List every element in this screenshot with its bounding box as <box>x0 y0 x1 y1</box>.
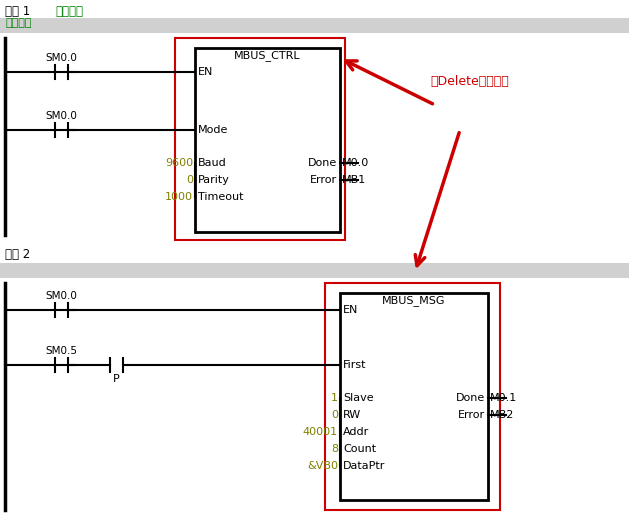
Text: 1: 1 <box>331 393 338 403</box>
Text: 0: 0 <box>186 175 193 185</box>
Text: Count: Count <box>343 444 376 454</box>
Text: 0: 0 <box>331 410 338 420</box>
Text: RW: RW <box>343 410 361 420</box>
Text: SM0.5: SM0.5 <box>45 346 77 356</box>
Text: 网络 2: 网络 2 <box>5 248 30 261</box>
Text: EN: EN <box>198 67 213 77</box>
Text: Parity: Parity <box>198 175 230 185</box>
Text: Slave: Slave <box>343 393 374 403</box>
Bar <box>175 38 345 240</box>
Text: Mode: Mode <box>198 125 228 135</box>
Text: DataPtr: DataPtr <box>343 461 386 471</box>
Text: M0.1: M0.1 <box>490 393 517 403</box>
Text: Addr: Addr <box>343 427 369 437</box>
Bar <box>340 293 488 500</box>
Text: P: P <box>113 374 120 384</box>
Text: MBUS_MSG: MBUS_MSG <box>382 295 446 306</box>
Text: First: First <box>343 360 367 370</box>
Text: MBUS_CTRL: MBUS_CTRL <box>234 50 301 61</box>
Text: SM0.0: SM0.0 <box>45 53 77 63</box>
Text: SM0.0: SM0.0 <box>45 291 77 301</box>
Text: Done: Done <box>308 158 337 168</box>
Text: Done: Done <box>456 393 485 403</box>
Text: 40001: 40001 <box>303 427 338 437</box>
Text: Timeout: Timeout <box>198 192 243 202</box>
Text: Baud: Baud <box>198 158 226 168</box>
Text: 网络标题: 网络标题 <box>55 5 83 18</box>
Text: 1000: 1000 <box>165 192 193 202</box>
Text: SM0.0: SM0.0 <box>45 111 77 121</box>
Text: 8: 8 <box>331 444 338 454</box>
Bar <box>195 48 340 232</box>
Text: MB1: MB1 <box>342 175 366 185</box>
Text: EN: EN <box>343 305 359 315</box>
Bar <box>0 18 629 33</box>
Text: 按Delete删除指令: 按Delete删除指令 <box>430 75 509 88</box>
Text: 网络 1: 网络 1 <box>5 5 30 18</box>
Bar <box>325 283 500 510</box>
Text: 9600: 9600 <box>165 158 193 168</box>
Text: &VB0: &VB0 <box>307 461 338 471</box>
Text: MB2: MB2 <box>490 410 515 420</box>
Text: M0.0: M0.0 <box>342 158 369 168</box>
Text: Error: Error <box>310 175 337 185</box>
Bar <box>0 263 629 278</box>
Text: Error: Error <box>458 410 485 420</box>
Text: 网络注释: 网络注释 <box>5 18 31 28</box>
